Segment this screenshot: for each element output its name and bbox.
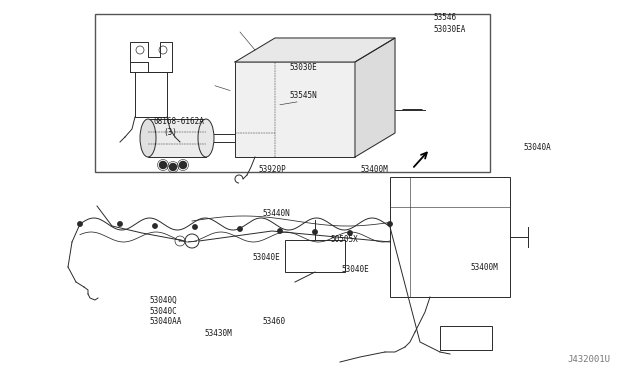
Ellipse shape xyxy=(140,119,156,157)
Bar xyxy=(148,119,206,157)
Bar xyxy=(95,14,490,172)
Text: (3): (3) xyxy=(163,128,177,138)
Circle shape xyxy=(78,222,82,226)
Text: 53040C: 53040C xyxy=(149,307,177,315)
Bar xyxy=(235,62,355,157)
Circle shape xyxy=(153,224,157,228)
Circle shape xyxy=(388,222,392,226)
Text: 53040Q: 53040Q xyxy=(149,295,177,305)
Text: 53030EA: 53030EA xyxy=(433,26,465,35)
Text: 53430M: 53430M xyxy=(204,330,232,339)
Polygon shape xyxy=(235,38,395,62)
Text: J432001U: J432001U xyxy=(567,356,610,365)
Circle shape xyxy=(193,225,197,229)
Text: 53546: 53546 xyxy=(433,13,456,22)
Text: 15: 15 xyxy=(177,239,182,243)
Text: 08168-6162A: 08168-6162A xyxy=(153,118,204,126)
Circle shape xyxy=(238,227,242,231)
Ellipse shape xyxy=(198,119,214,157)
Circle shape xyxy=(179,161,186,169)
Text: 53400M: 53400M xyxy=(470,263,498,273)
Text: 53400M: 53400M xyxy=(360,166,388,174)
Text: 53040E: 53040E xyxy=(341,266,369,275)
Circle shape xyxy=(170,164,177,170)
Bar xyxy=(390,177,510,297)
Circle shape xyxy=(313,230,317,234)
Text: 53460: 53460 xyxy=(262,317,285,327)
Text: 53040A: 53040A xyxy=(523,144,551,153)
Bar xyxy=(285,240,345,272)
Circle shape xyxy=(348,231,352,235)
Text: 50505X: 50505X xyxy=(330,235,358,244)
Text: 53040E: 53040E xyxy=(252,253,280,263)
Circle shape xyxy=(159,161,166,169)
Polygon shape xyxy=(355,38,395,157)
Bar xyxy=(440,326,492,350)
Text: 53440N: 53440N xyxy=(262,208,290,218)
Text: 53920P: 53920P xyxy=(258,166,285,174)
Text: 53040AA: 53040AA xyxy=(149,317,181,327)
Circle shape xyxy=(278,229,282,233)
Circle shape xyxy=(118,222,122,226)
Text: 53030E: 53030E xyxy=(289,64,317,73)
Text: 53545N: 53545N xyxy=(289,90,317,99)
